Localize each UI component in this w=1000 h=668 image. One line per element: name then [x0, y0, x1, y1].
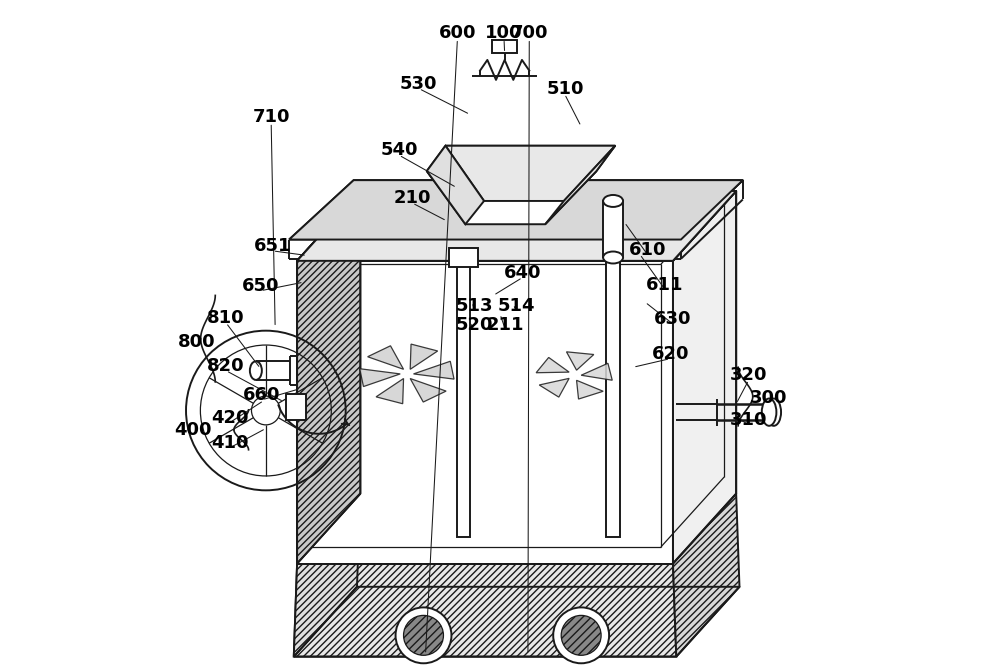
Text: 540: 540 — [380, 142, 418, 160]
Circle shape — [553, 607, 609, 663]
Polygon shape — [297, 261, 673, 564]
Text: 100: 100 — [485, 24, 523, 42]
Polygon shape — [414, 361, 454, 379]
Text: 600: 600 — [439, 24, 476, 42]
Circle shape — [396, 607, 451, 663]
Polygon shape — [427, 171, 596, 224]
Text: 660: 660 — [243, 386, 281, 404]
Text: 610: 610 — [629, 241, 666, 259]
Text: 410: 410 — [211, 434, 249, 452]
Bar — [606, 251, 620, 537]
Polygon shape — [410, 379, 446, 402]
Text: 320: 320 — [730, 366, 768, 384]
Polygon shape — [577, 380, 603, 399]
Text: 420: 420 — [211, 409, 249, 427]
Text: 700: 700 — [511, 24, 548, 42]
Polygon shape — [445, 146, 615, 201]
Text: 800: 800 — [178, 333, 215, 351]
Circle shape — [251, 396, 280, 425]
Text: 630: 630 — [654, 311, 692, 329]
Polygon shape — [289, 180, 743, 240]
Text: 530: 530 — [400, 75, 438, 93]
Bar — [492, 40, 517, 53]
Text: 820: 820 — [207, 357, 245, 375]
Ellipse shape — [762, 399, 776, 426]
Polygon shape — [673, 494, 739, 657]
Text: 513: 513 — [456, 297, 493, 315]
Circle shape — [404, 615, 443, 655]
Ellipse shape — [250, 361, 262, 380]
Bar — [449, 248, 478, 267]
Polygon shape — [566, 352, 594, 370]
Polygon shape — [368, 346, 404, 369]
Text: 710: 710 — [252, 108, 290, 126]
Polygon shape — [360, 369, 400, 387]
Polygon shape — [539, 378, 569, 397]
Text: 810: 810 — [207, 309, 245, 327]
Bar — [603, 201, 623, 257]
Text: 651: 651 — [254, 237, 291, 255]
Ellipse shape — [766, 399, 781, 426]
Polygon shape — [673, 191, 736, 564]
Polygon shape — [581, 363, 612, 380]
Bar — [286, 394, 306, 420]
Polygon shape — [536, 357, 569, 373]
Polygon shape — [297, 191, 736, 261]
Polygon shape — [294, 564, 676, 657]
Ellipse shape — [603, 252, 623, 263]
Polygon shape — [297, 191, 360, 564]
Text: 510: 510 — [546, 80, 584, 98]
Ellipse shape — [603, 195, 623, 207]
Polygon shape — [376, 379, 404, 403]
Bar — [457, 251, 470, 537]
Text: 640: 640 — [504, 264, 541, 282]
Text: 611: 611 — [646, 276, 684, 294]
Text: 650: 650 — [242, 277, 279, 295]
Text: 300: 300 — [750, 389, 787, 407]
Polygon shape — [545, 146, 615, 224]
Text: 520: 520 — [456, 316, 493, 334]
Text: 400: 400 — [174, 421, 211, 439]
Polygon shape — [410, 344, 438, 369]
Polygon shape — [297, 191, 360, 564]
Text: 210: 210 — [393, 189, 431, 207]
Circle shape — [561, 615, 601, 655]
Text: 310: 310 — [730, 411, 768, 430]
Polygon shape — [294, 494, 360, 657]
Polygon shape — [427, 146, 484, 224]
Text: 620: 620 — [652, 345, 689, 363]
Text: 211: 211 — [487, 316, 524, 334]
Text: 514: 514 — [497, 297, 535, 315]
